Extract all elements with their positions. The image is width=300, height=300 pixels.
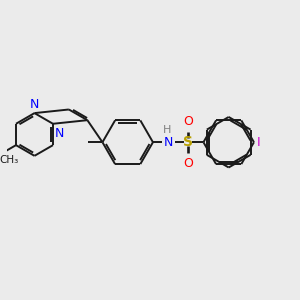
Text: O: O [183, 115, 193, 128]
Text: N: N [164, 136, 173, 149]
Text: CH₃: CH₃ [0, 155, 18, 165]
Text: N: N [55, 127, 64, 140]
Text: N: N [30, 98, 39, 111]
Text: O: O [183, 157, 193, 170]
Text: H: H [163, 125, 172, 135]
Text: I: I [257, 136, 260, 149]
Text: S: S [183, 135, 193, 149]
